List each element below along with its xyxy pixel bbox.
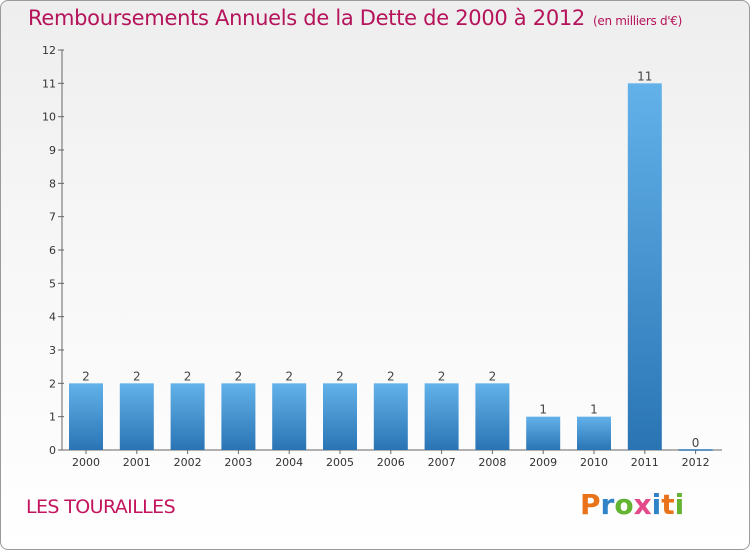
logo-letter: t (661, 488, 675, 521)
data-label: 1 (590, 403, 598, 417)
x-tick-label: 2006 (377, 456, 405, 469)
data-label: 0 (692, 436, 700, 450)
logo-letter: P (580, 488, 601, 521)
chart-title: Remboursements Annuels de la Dette de 20… (28, 6, 682, 30)
y-tick-label: 7 (49, 211, 56, 224)
data-label: 2 (489, 369, 497, 383)
y-tick-label: 12 (42, 44, 56, 57)
data-label: 2 (235, 369, 243, 383)
y-tick-label: 2 (49, 377, 56, 390)
y-tick-label: 1 (49, 411, 56, 424)
y-tick-label: 3 (49, 344, 56, 357)
bar (526, 416, 561, 450)
y-tick-label: 11 (42, 77, 56, 90)
data-label: 2 (82, 369, 90, 383)
logo-letter: i (674, 488, 685, 521)
town-name: LES TOURAILLES (26, 496, 176, 518)
x-tick-label: 2008 (478, 456, 506, 469)
bar (627, 83, 662, 450)
bar (69, 383, 103, 450)
data-label: 2 (184, 369, 192, 383)
x-tick-label: 2001 (123, 456, 151, 469)
y-tick-label: 10 (42, 111, 56, 124)
bar (170, 383, 205, 450)
logo-letter: i (651, 488, 662, 521)
proxiti-logo: Proxiti (580, 488, 684, 521)
x-tick-label: 2000 (72, 456, 100, 469)
chart-title-text: Remboursements Annuels de la Dette de 20… (28, 6, 585, 30)
y-tick-label: 0 (49, 444, 56, 457)
logo-letter: r (600, 488, 615, 521)
chart-unit: (en milliers d'€) (593, 14, 683, 28)
y-tick-label: 9 (49, 144, 56, 157)
y-tick-label: 8 (49, 177, 56, 190)
bar (577, 416, 611, 450)
bar (221, 383, 256, 450)
data-label: 2 (438, 369, 446, 383)
x-tick-label: 2003 (224, 456, 252, 469)
x-tick-label: 2010 (580, 456, 608, 469)
logo-letter: o (614, 488, 634, 521)
bar (475, 383, 510, 450)
logo-letter: x (633, 488, 652, 521)
bar (119, 383, 154, 450)
data-label: 11 (637, 69, 652, 83)
data-label: 2 (336, 369, 344, 383)
y-tick-label: 5 (49, 277, 56, 290)
x-tick-label: 2002 (174, 456, 202, 469)
y-tick-label: 4 (49, 311, 56, 324)
bar (424, 383, 459, 450)
data-label: 2 (387, 369, 395, 383)
y-tick-label: 6 (49, 244, 56, 257)
data-label: 1 (539, 403, 547, 417)
x-tick-label: 2009 (529, 456, 557, 469)
bar (323, 383, 357, 450)
bar (373, 383, 408, 450)
x-tick-label: 2011 (631, 456, 659, 469)
bar (272, 383, 307, 450)
data-label: 2 (133, 369, 141, 383)
data-label: 2 (285, 369, 293, 383)
x-tick-label: 2004 (275, 456, 303, 469)
x-tick-label: 2005 (326, 456, 354, 469)
x-tick-label: 2012 (682, 456, 710, 469)
x-tick-label: 2007 (428, 456, 456, 469)
